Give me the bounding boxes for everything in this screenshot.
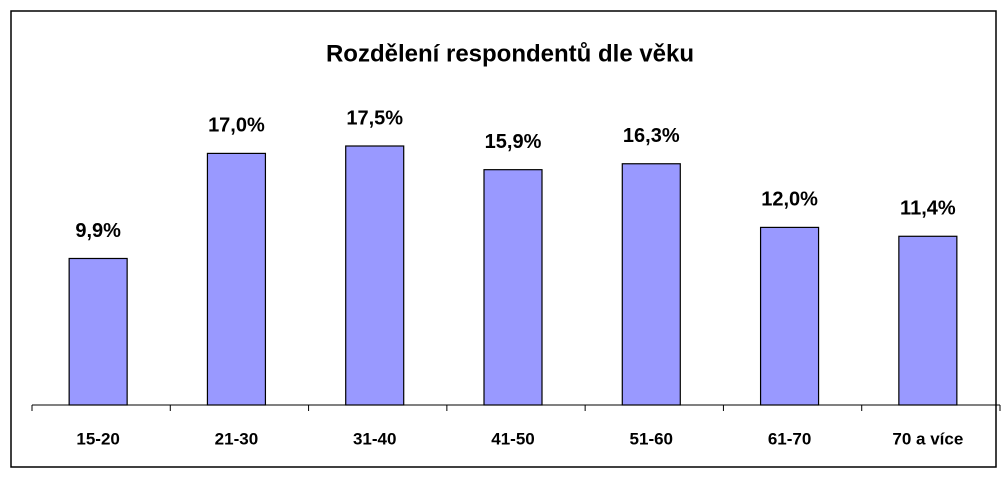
chart-title: Rozdělení respondentů dle věku [326,40,694,67]
x-tick-label: 21-30 [215,429,258,448]
data-label: 12,0% [761,189,818,211]
data-label: 9,9% [75,220,121,242]
bar [206,152,267,406]
data-label: 17,0% [208,115,265,137]
bar [621,163,681,406]
bar [483,169,543,406]
bar [345,145,405,406]
x-tick-label: 51-60 [630,429,673,448]
x-tick-label: 31-40 [353,429,396,448]
data-label: 15,9% [485,131,542,153]
bar [68,257,128,406]
x-tick-label: 70 a více [892,429,963,448]
x-tick-label: 15-20 [76,429,119,448]
data-label: 17,5% [346,107,403,129]
data-label: 11,4% [900,198,956,220]
x-tick-label: 41-50 [491,429,534,448]
x-tick-label: 61-70 [768,429,811,448]
bar [898,235,958,406]
data-label: 16,3% [623,125,680,147]
bar [759,226,820,406]
